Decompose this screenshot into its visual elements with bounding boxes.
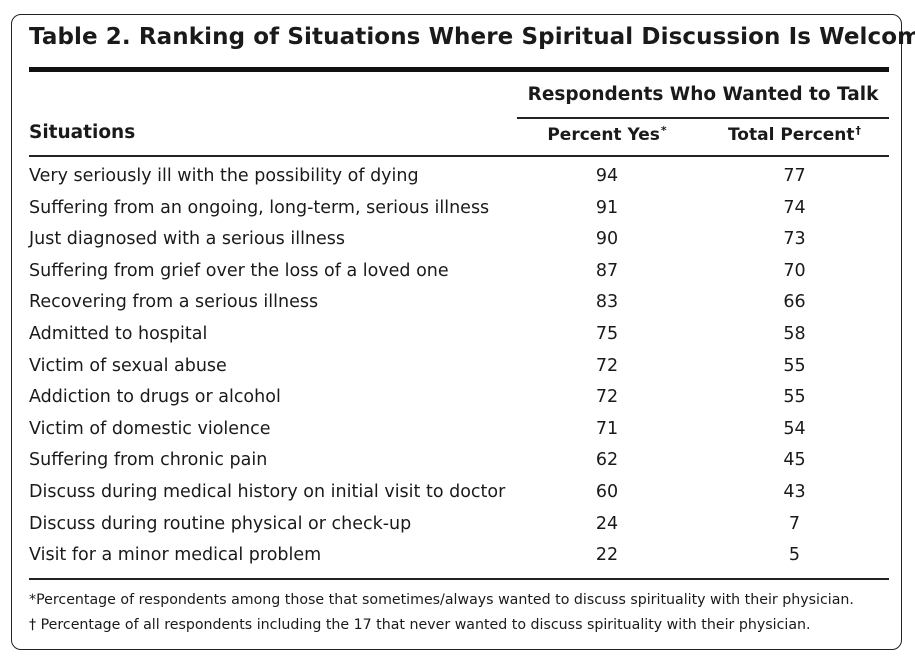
percent-yes-cell: 60 <box>595 481 619 502</box>
percent-yes-cell: 72 <box>595 387 619 408</box>
table-title: Table 2. Ranking of Situations Where Spi… <box>29 24 915 50</box>
footnote-marker-dagger: † <box>855 124 862 137</box>
percent-yes-cell: 24 <box>595 513 619 534</box>
total-percent-cell: 66 <box>783 292 806 313</box>
header-rule <box>29 155 889 157</box>
table-row: Victim of domestic violence 71 54 <box>29 415 889 447</box>
situation-cell: Recovering from a serious illness <box>29 292 319 313</box>
situation-cell: Addiction to drugs or alcohol <box>29 387 281 408</box>
column-header-percent-yes: Percent Yes* <box>517 124 697 145</box>
percent-yes-cell: 62 <box>595 450 619 471</box>
title-rule <box>29 67 889 72</box>
total-percent-cell: 45 <box>783 450 806 471</box>
total-percent-cell: 77 <box>783 166 806 186</box>
table-body: Very seriously ill with the possibility … <box>29 162 889 573</box>
total-percent-cell: 7 <box>788 513 801 534</box>
situation-cell: Discuss during medical history on initia… <box>29 481 506 502</box>
table-frame <box>11 14 902 650</box>
situation-cell: Visit for a minor medical problem <box>29 545 322 566</box>
total-percent-cell: 55 <box>783 355 806 376</box>
situation-cell: Discuss during routine physical or check… <box>29 513 412 534</box>
table-row: Victim of sexual abuse 72 55 <box>29 352 889 384</box>
total-percent-cell: 5 <box>788 545 801 566</box>
situation-cell: Suffering from chronic pain <box>29 450 268 471</box>
percent-yes-cell: 90 <box>595 229 619 250</box>
total-percent-cell: 55 <box>783 387 806 408</box>
footnote-marker-asterisk: * <box>660 124 667 137</box>
total-percent-cell: 74 <box>783 197 806 218</box>
footer-rule <box>29 578 889 580</box>
situation-cell: Suffering from an ongoing, long-term, se… <box>29 197 490 218</box>
table-row: Discuss during medical history on initia… <box>29 478 889 510</box>
situation-cell: Victim of sexual abuse <box>29 355 227 376</box>
footnote-total-percent: † Percentage of all respondents includin… <box>29 617 811 633</box>
table-row: Recovering from a serious illness 83 66 <box>29 288 889 320</box>
table-row: Suffering from an ongoing, long-term, se… <box>29 194 889 226</box>
percent-yes-cell: 75 <box>595 323 619 344</box>
total-percent-cell: 58 <box>783 323 806 344</box>
table-row: Suffering from grief over the loss of a … <box>29 257 889 289</box>
table-row: Suffering from chronic pain 62 45 <box>29 446 889 478</box>
total-percent-cell: 54 <box>783 418 806 439</box>
group-header-rule <box>517 117 889 119</box>
situation-cell: Admitted to hospital <box>29 323 208 344</box>
total-percent-cell: 70 <box>783 260 806 281</box>
percent-yes-cell: 22 <box>595 545 619 566</box>
situation-cell: Very seriously ill with the possibility … <box>29 166 419 186</box>
total-percent-cell: 43 <box>783 481 806 502</box>
situation-cell: Suffering from grief over the loss of a … <box>29 260 449 281</box>
percent-yes-cell: 72 <box>595 355 619 376</box>
percent-yes-cell: 91 <box>595 197 619 218</box>
percent-yes-cell: 87 <box>595 260 619 281</box>
situation-cell: Just diagnosed with a serious illness <box>29 229 346 250</box>
table-row: Admitted to hospital 75 58 <box>29 320 889 352</box>
percent-yes-cell: 94 <box>595 166 619 186</box>
column-header-total-percent-label: Total Percent <box>727 125 855 145</box>
total-percent-cell: 73 <box>783 229 806 250</box>
footnote-percent-yes: *Percentage of respondents among those t… <box>29 592 854 608</box>
table-row: Very seriously ill with the possibility … <box>29 162 889 194</box>
table-row: Discuss during routine physical or check… <box>29 510 889 542</box>
table-row: Just diagnosed with a serious illness 90 7… <box>29 225 889 257</box>
column-header-total-percent: Total Percent† <box>712 124 877 145</box>
percent-yes-cell: 83 <box>595 292 619 313</box>
table-row: Visit for a minor medical problem 22 5 <box>29 541 889 573</box>
column-header-situations: Situations <box>29 122 136 143</box>
group-header: Respondents Who Wanted to Talk <box>527 84 879 105</box>
percent-yes-cell: 71 <box>595 418 619 439</box>
table-row: Addiction to drugs or alcohol 72 55 <box>29 383 889 415</box>
situation-cell: Victim of domestic violence <box>29 418 271 439</box>
column-header-percent-yes-label: Percent Yes <box>547 125 660 145</box>
